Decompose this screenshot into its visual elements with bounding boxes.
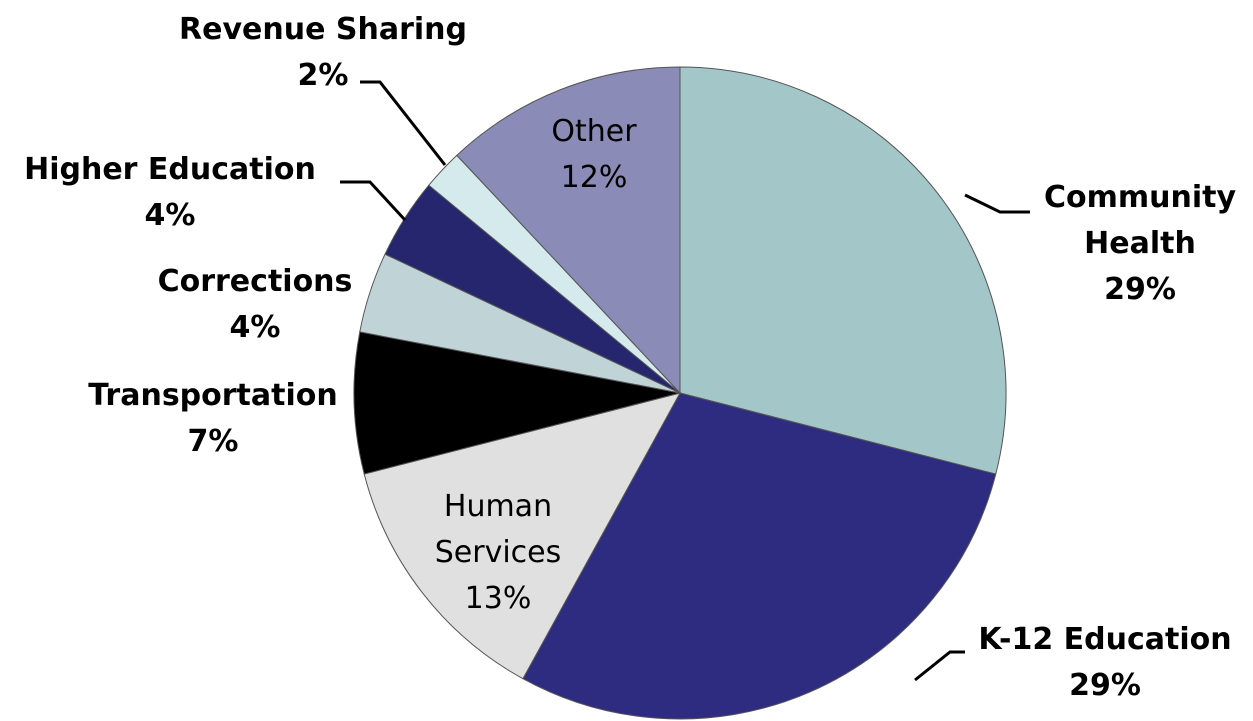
slice-label: Human Services 13% (398, 484, 598, 622)
slice-label: Corrections 4% (140, 259, 370, 351)
category-label: Revenue Sharing (179, 12, 467, 47)
category-label: Other (551, 114, 637, 149)
value-label: 7% (187, 424, 239, 459)
category-label: K-12 Education (978, 622, 1232, 657)
value-label: 4% (229, 310, 281, 345)
slice-label: Higher Education 4% (0, 147, 340, 239)
value-label: 12% (560, 160, 628, 195)
leader-line (914, 650, 965, 682)
value-label: 13% (464, 581, 532, 616)
pie-slice (456, 66, 681, 395)
category-label: Corrections (157, 264, 353, 299)
value-label: 4% (144, 198, 196, 233)
leader-line (360, 80, 447, 166)
value-label: 29% (1069, 668, 1141, 703)
slice-label: K-12 Education 29% (955, 617, 1253, 709)
category-label: Community Health (1043, 180, 1237, 261)
pie-slice (353, 331, 681, 475)
slice-label: Other 12% (514, 109, 674, 201)
slice-label: Revenue Sharing 2% (153, 7, 493, 99)
category-label: Higher Education (24, 152, 316, 187)
leader-line (340, 180, 407, 222)
pie-slice (363, 392, 681, 680)
leader-line (964, 193, 1030, 214)
slice-label: Community Health 29% (1025, 175, 1253, 313)
category-label: Transportation (88, 378, 338, 413)
value-label: 29% (1104, 272, 1176, 307)
category-label: Human Services (434, 489, 562, 570)
value-label: 2% (297, 58, 349, 93)
slice-label: Transportation 7% (63, 373, 363, 465)
pie-slice (522, 392, 997, 720)
pie-slice (679, 66, 1007, 475)
